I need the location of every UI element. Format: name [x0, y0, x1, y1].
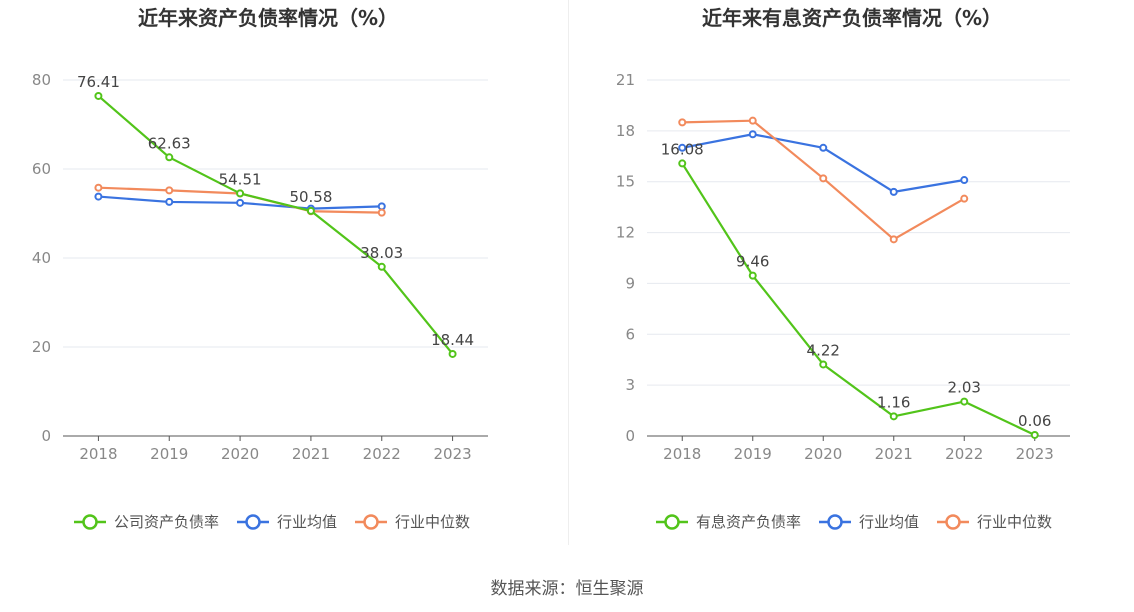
x-tick-label: 2018 — [79, 445, 117, 463]
data-label: 76.41 — [77, 73, 120, 91]
legend-label: 有息资产负债率 — [696, 513, 801, 531]
x-tick-label: 2020 — [804, 445, 842, 463]
data-source-note: 数据来源：恒生聚源 — [490, 579, 644, 599]
x-tick-label: 2018 — [663, 445, 701, 463]
y-tick-label: 0 — [41, 427, 51, 445]
data-point — [94, 183, 103, 192]
x-tick-label: 2023 — [1016, 445, 1054, 463]
data-point — [377, 262, 386, 271]
data-point — [165, 153, 174, 162]
y-tick-label: 40 — [32, 249, 51, 267]
data-label: 18.44 — [431, 331, 474, 349]
legend-label: 行业中位数 — [395, 513, 470, 531]
x-tick-label: 2022 — [945, 445, 983, 463]
series-line — [97, 95, 454, 355]
data-label: 9.46 — [736, 253, 769, 271]
data-point — [306, 206, 315, 215]
y-tick-label: 3 — [625, 376, 635, 394]
series-line — [682, 133, 965, 193]
data-point — [748, 271, 757, 280]
legend-item: 行业均值 — [819, 513, 919, 531]
legend-marker — [664, 514, 680, 530]
data-point — [748, 130, 757, 139]
y-tick-label: 9 — [625, 274, 635, 292]
interest-bearing-liability-chart: 近年来有息资产负债率情况（%） 0 3 6 9 12 15 18 21 2018 2019 2020 2… — [616, 6, 1070, 531]
data-point — [889, 235, 898, 244]
data-point — [889, 412, 898, 421]
legend-label: 行业均值 — [859, 513, 919, 531]
x-tick-label: 2022 — [363, 445, 401, 463]
legend-label: 公司资产负债率 — [114, 513, 219, 531]
data-point — [236, 198, 245, 207]
y-tick-label: 18 — [616, 122, 635, 140]
data-label: 38.03 — [360, 244, 403, 262]
data-point — [94, 91, 103, 100]
data-point — [678, 118, 687, 127]
y-tick-label: 60 — [32, 160, 51, 178]
legend-item: 行业均值 — [237, 513, 337, 531]
data-point — [960, 397, 969, 406]
y-tick-label: 21 — [616, 71, 635, 89]
panel-divider — [568, 0, 569, 545]
x-tick-label: 2020 — [221, 445, 259, 463]
data-point — [236, 189, 245, 198]
data-point — [960, 194, 969, 203]
x-tick-label: 2019 — [150, 445, 188, 463]
legend-item: 行业中位数 — [355, 513, 470, 531]
data-label: 0.06 — [1018, 412, 1051, 430]
data-point — [377, 202, 386, 211]
legend-marker — [82, 514, 98, 530]
legend-item: 行业中位数 — [937, 513, 1052, 531]
x-tick-label: 2019 — [734, 445, 772, 463]
legend-marker — [945, 514, 961, 530]
y-tick-label: 20 — [32, 338, 51, 356]
data-label: 62.63 — [148, 134, 191, 152]
legend-label: 行业均值 — [277, 513, 337, 531]
y-tick-label: 0 — [625, 427, 635, 445]
chart-panel-left: 近年来资产负债率情况（%） 0 20 40 60 80 2018 2019 2020 2021 20… — [0, 0, 566, 560]
data-point — [678, 159, 687, 168]
chart-panel-right: 近年来有息资产负债率情况（%） 0 3 6 9 12 15 18 21 2018 2019 2020 2… — [570, 0, 1134, 560]
y-tick-label: 6 — [625, 325, 635, 343]
data-point — [819, 143, 828, 152]
legend-item: 有息资产负债率 — [656, 513, 801, 531]
legend-marker — [827, 514, 843, 530]
data-point — [960, 176, 969, 185]
data-label: 4.22 — [807, 341, 840, 359]
data-point — [165, 186, 174, 195]
legend-marker — [363, 514, 379, 530]
data-point — [678, 143, 687, 152]
data-point — [94, 192, 103, 201]
asset-liability-chart: 近年来资产负债率情况（%） 0 20 40 60 80 2018 2019 2020 2021 20… — [32, 6, 488, 531]
data-point — [819, 174, 828, 183]
legend-marker — [245, 514, 261, 530]
legend-label: 行业中位数 — [977, 513, 1052, 531]
data-point — [165, 197, 174, 206]
data-point — [748, 116, 757, 125]
data-point — [448, 349, 457, 358]
chart-title: 近年来资产负债率情况（%） — [138, 6, 398, 30]
data-label: 54.51 — [219, 170, 262, 188]
y-tick-label: 80 — [32, 71, 51, 89]
x-tick-label: 2021 — [875, 445, 913, 463]
y-tick-label: 12 — [616, 224, 635, 242]
data-label: 1.16 — [877, 393, 910, 411]
data-point — [889, 187, 898, 196]
y-tick-label: 15 — [616, 173, 635, 191]
data-label: 16.08 — [661, 140, 704, 158]
data-label: 2.03 — [948, 379, 981, 397]
x-tick-label: 2021 — [292, 445, 330, 463]
data-label: 50.58 — [289, 188, 332, 206]
x-tick-label: 2023 — [433, 445, 471, 463]
legend-item: 公司资产负债率 — [74, 513, 219, 531]
data-point — [377, 208, 386, 217]
data-point — [1030, 430, 1039, 439]
series-line — [681, 162, 1036, 436]
data-point — [819, 360, 828, 369]
chart-title: 近年来有息资产负债率情况（%） — [702, 6, 1002, 30]
